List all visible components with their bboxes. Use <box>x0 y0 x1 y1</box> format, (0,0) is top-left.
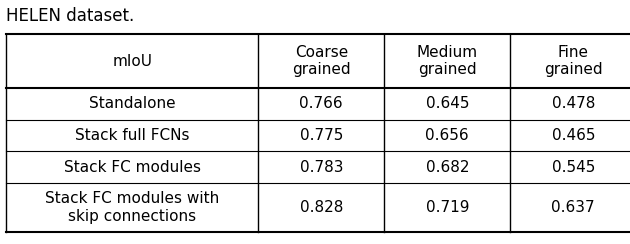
Text: 0.766: 0.766 <box>299 96 343 111</box>
Text: 0.719: 0.719 <box>425 200 469 215</box>
Text: mIoU: mIoU <box>112 53 152 69</box>
Text: Standalone: Standalone <box>89 96 176 111</box>
Text: 0.783: 0.783 <box>299 160 343 175</box>
Text: 0.465: 0.465 <box>551 128 595 143</box>
Text: 0.682: 0.682 <box>425 160 469 175</box>
Text: Coarse
grained: Coarse grained <box>292 45 351 77</box>
Text: Medium
grained: Medium grained <box>416 45 478 77</box>
Text: Fine
grained: Fine grained <box>544 45 603 77</box>
Text: 0.545: 0.545 <box>552 160 595 175</box>
Text: 0.637: 0.637 <box>551 200 595 215</box>
Text: 0.645: 0.645 <box>425 96 469 111</box>
Text: Stack full FCNs: Stack full FCNs <box>75 128 190 143</box>
Text: 0.828: 0.828 <box>300 200 343 215</box>
Text: Stack FC modules: Stack FC modules <box>64 160 201 175</box>
Text: 0.478: 0.478 <box>552 96 595 111</box>
Text: 0.656: 0.656 <box>425 128 469 143</box>
Text: Stack FC modules with
skip connections: Stack FC modules with skip connections <box>45 191 219 224</box>
Text: 0.775: 0.775 <box>300 128 343 143</box>
Text: HELEN dataset.: HELEN dataset. <box>6 7 135 25</box>
